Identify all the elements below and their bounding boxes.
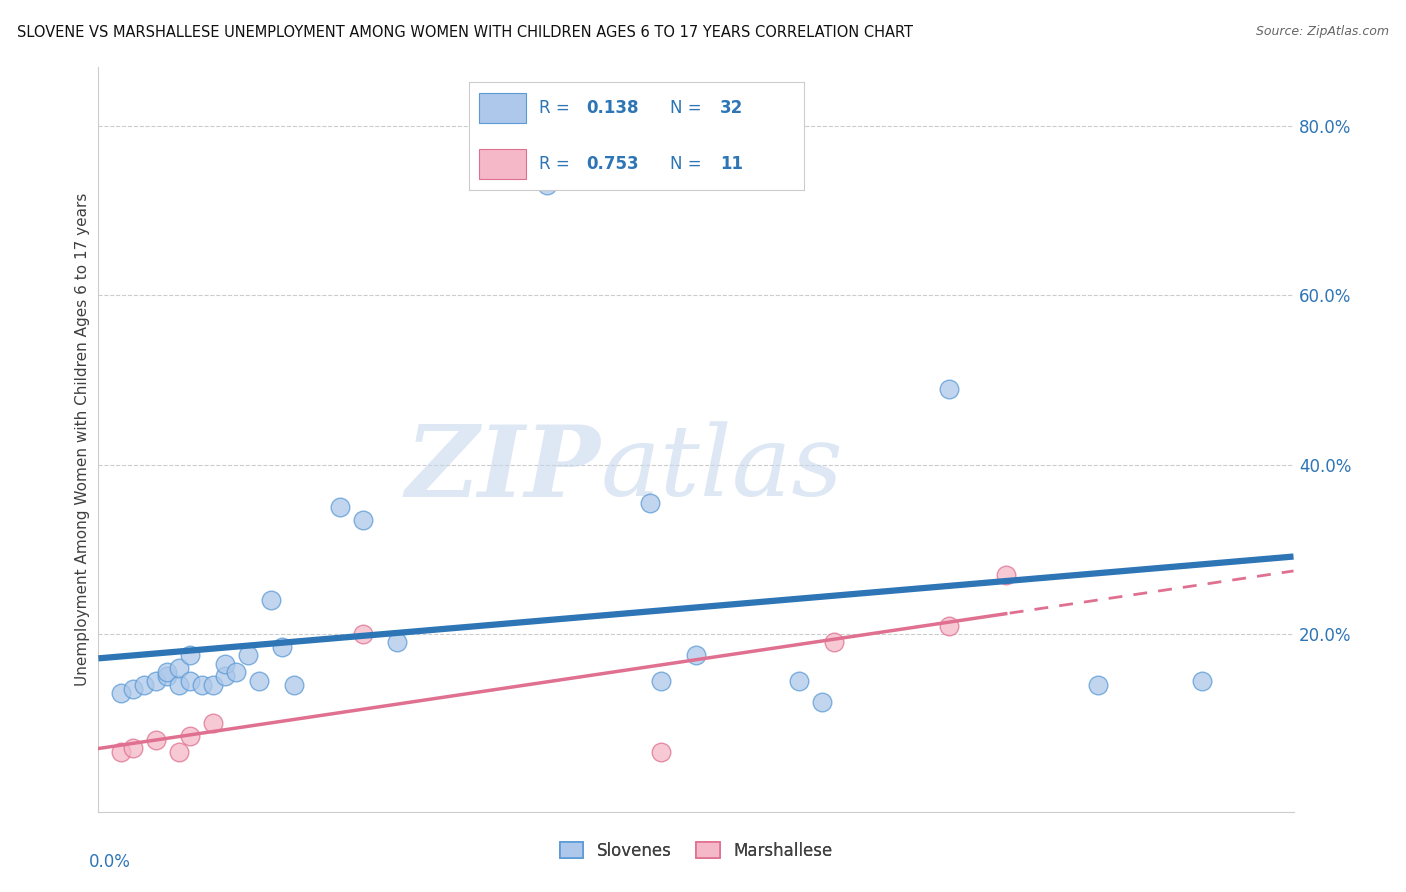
Point xyxy=(352,627,374,641)
Point xyxy=(156,669,179,683)
Point xyxy=(811,695,834,709)
Point xyxy=(995,567,1018,582)
Point xyxy=(685,648,707,662)
Point xyxy=(145,732,167,747)
Point xyxy=(145,673,167,688)
Point xyxy=(191,678,214,692)
Point xyxy=(122,681,145,696)
Point xyxy=(225,665,247,679)
Point xyxy=(1087,678,1109,692)
Y-axis label: Unemployment Among Women with Children Ages 6 to 17 years: Unemployment Among Women with Children A… xyxy=(75,193,90,686)
Point xyxy=(167,746,190,760)
Point xyxy=(202,715,225,730)
Point xyxy=(122,741,145,756)
Point xyxy=(271,640,294,654)
Legend: Slovenes, Marshallese: Slovenes, Marshallese xyxy=(553,836,839,867)
Point xyxy=(352,513,374,527)
Text: ZIP: ZIP xyxy=(405,421,600,517)
Point xyxy=(247,673,270,688)
Point xyxy=(110,686,132,700)
Text: Source: ZipAtlas.com: Source: ZipAtlas.com xyxy=(1256,25,1389,38)
Text: SLOVENE VS MARSHALLESE UNEMPLOYMENT AMONG WOMEN WITH CHILDREN AGES 6 TO 17 YEARS: SLOVENE VS MARSHALLESE UNEMPLOYMENT AMON… xyxy=(17,25,912,40)
Point xyxy=(536,178,558,193)
Point xyxy=(167,661,190,675)
Point xyxy=(385,635,409,649)
Point xyxy=(650,746,672,760)
Point xyxy=(214,657,236,671)
Point xyxy=(110,746,132,760)
Point xyxy=(789,673,811,688)
Point xyxy=(638,496,661,510)
Point xyxy=(650,673,672,688)
Point xyxy=(179,673,201,688)
Point xyxy=(167,678,190,692)
Point xyxy=(214,669,236,683)
Text: atlas: atlas xyxy=(600,421,844,516)
Point xyxy=(938,618,960,632)
Point xyxy=(179,648,201,662)
Text: 0.0%: 0.0% xyxy=(89,853,131,871)
Point xyxy=(236,648,259,662)
Point xyxy=(260,593,283,607)
Point xyxy=(283,678,305,692)
Point xyxy=(179,729,201,743)
Point xyxy=(938,382,960,396)
Point xyxy=(823,635,845,649)
Point xyxy=(202,678,225,692)
Point xyxy=(134,678,156,692)
Point xyxy=(156,665,179,679)
Point xyxy=(329,500,352,514)
Point xyxy=(1191,673,1213,688)
